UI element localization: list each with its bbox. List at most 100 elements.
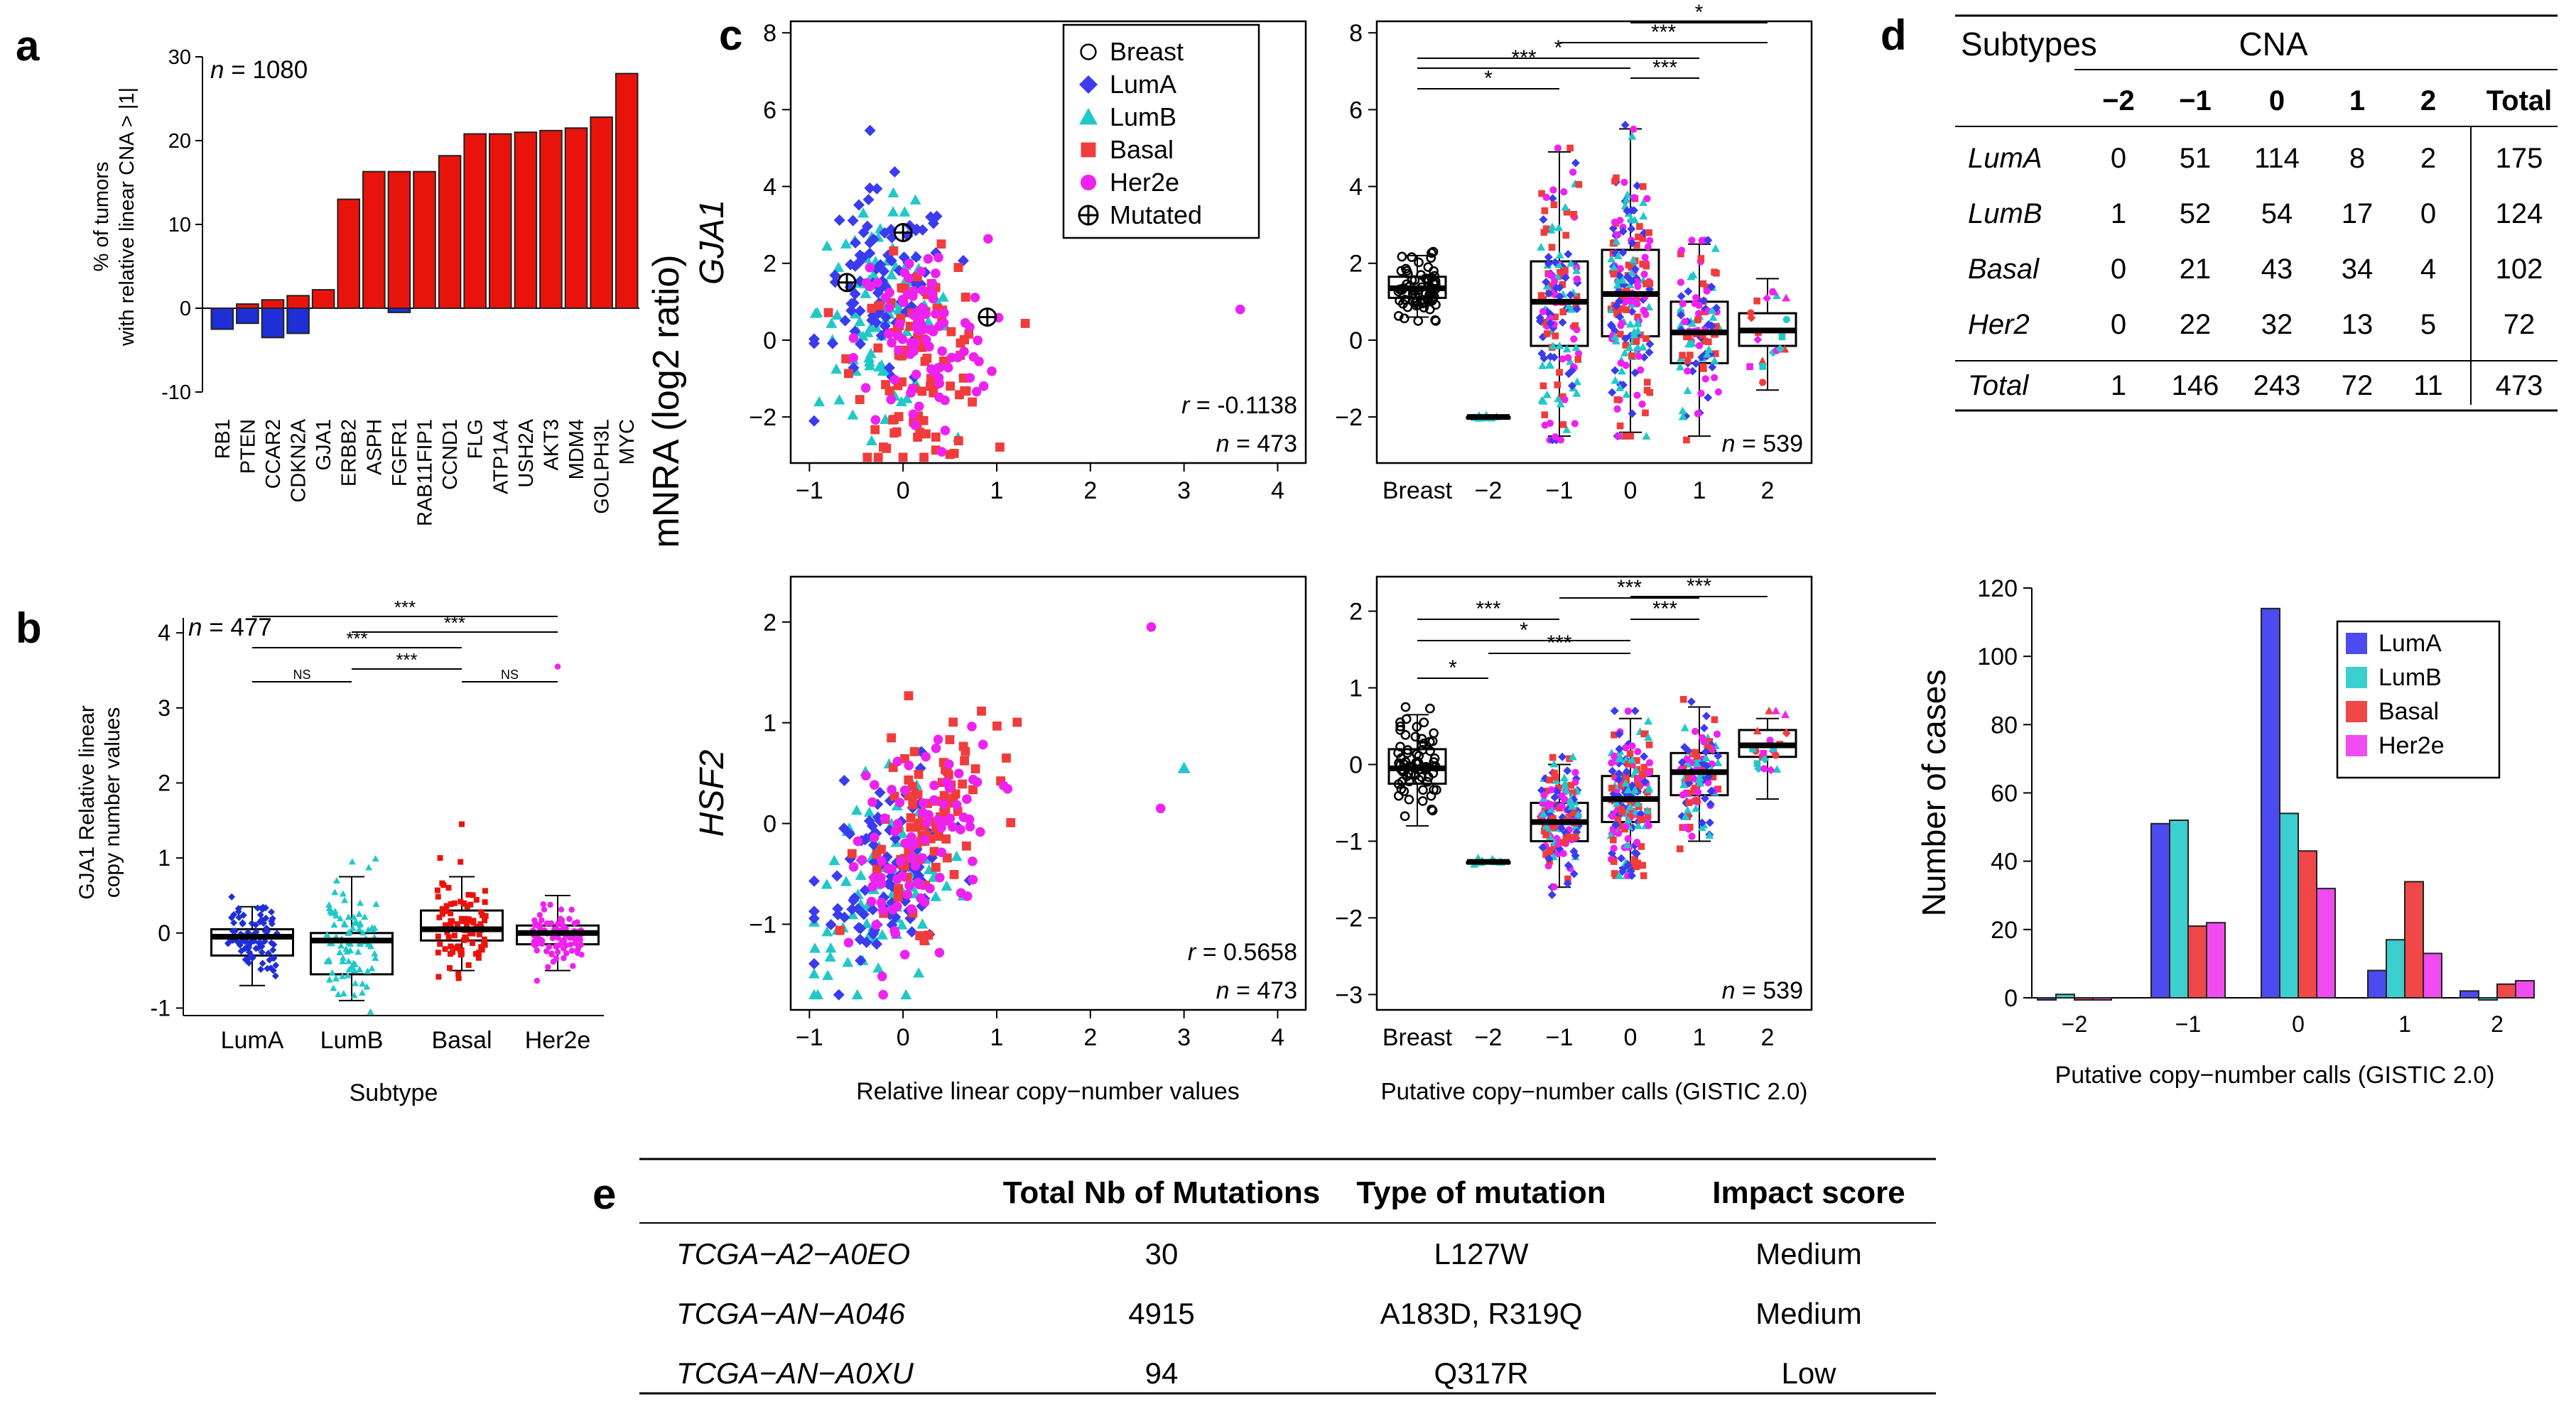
jitter-point bbox=[1633, 300, 1641, 308]
jitter-point bbox=[1630, 264, 1640, 273]
jitter-point bbox=[1712, 322, 1720, 330]
jitter-point bbox=[1633, 799, 1643, 807]
jitter-point bbox=[1544, 252, 1553, 261]
scatter-point bbox=[821, 878, 833, 889]
scatter-point bbox=[900, 989, 912, 1000]
legend: LumA LumB Basal Her2e bbox=[2336, 620, 2501, 779]
jitter-point bbox=[1564, 249, 1573, 259]
scatter-point bbox=[872, 962, 884, 973]
bar-luma bbox=[2367, 969, 2387, 999]
scatter-point bbox=[931, 862, 941, 872]
jitter-point bbox=[1699, 280, 1707, 288]
jitter-point bbox=[1773, 765, 1782, 773]
jitter-point bbox=[338, 972, 346, 979]
y-tick-label: 6 bbox=[763, 97, 776, 124]
jitter-point bbox=[1753, 727, 1762, 735]
scatter-point bbox=[843, 937, 854, 948]
jitter-point bbox=[1432, 785, 1441, 795]
jitter-point bbox=[1417, 734, 1427, 744]
scatter-point bbox=[853, 922, 865, 934]
jitter-point bbox=[1645, 229, 1652, 236]
scatter-point bbox=[929, 847, 939, 856]
scatter-point bbox=[934, 392, 944, 403]
jitter-point bbox=[1706, 738, 1714, 745]
n-value: = 473 bbox=[1230, 977, 1297, 1004]
bar-lumb bbox=[2279, 812, 2299, 999]
jitter-point bbox=[1615, 433, 1623, 440]
jitter-point bbox=[1564, 301, 1574, 310]
jitter-point bbox=[1693, 753, 1701, 760]
x-tick-label: 2 bbox=[2491, 1011, 2504, 1037]
jitter-point bbox=[1637, 366, 1645, 374]
scatter-point bbox=[987, 366, 997, 376]
scatter-point bbox=[831, 870, 843, 882]
jitter-point bbox=[1711, 244, 1720, 252]
jitter-point bbox=[1637, 816, 1644, 823]
jitter-point bbox=[1567, 366, 1576, 376]
jitter-point bbox=[1682, 790, 1689, 798]
scatter-point bbox=[900, 838, 910, 849]
table-cell: 114 bbox=[2254, 143, 2300, 174]
jitter-point bbox=[336, 949, 344, 956]
jitter-point bbox=[1632, 849, 1641, 858]
jitter-point bbox=[1399, 313, 1409, 324]
scatter-point bbox=[824, 951, 836, 962]
jitter-point bbox=[1559, 421, 1567, 428]
n-value: = 477 bbox=[202, 614, 271, 641]
jitter-point bbox=[1559, 308, 1566, 315]
scatter-point bbox=[936, 239, 946, 249]
n-annotation: n = 473 bbox=[1216, 977, 1297, 1004]
jitter-point bbox=[465, 916, 472, 923]
scatter-point bbox=[992, 721, 1002, 731]
jitter-point bbox=[1691, 727, 1699, 736]
jitter-point bbox=[239, 919, 247, 927]
jitter-point bbox=[1677, 278, 1685, 286]
jitter-point bbox=[536, 912, 543, 918]
jitter-point bbox=[447, 965, 453, 972]
x-tick-label: 0 bbox=[1624, 477, 1638, 504]
jitter-point bbox=[367, 942, 374, 950]
jitter-point bbox=[1426, 253, 1436, 263]
scatter-point bbox=[1006, 818, 1016, 827]
jitter-point bbox=[1548, 194, 1557, 203]
jitter-point bbox=[332, 912, 340, 919]
scatter-point bbox=[863, 806, 875, 817]
jitter-point bbox=[1549, 353, 1559, 362]
scatter-point bbox=[867, 233, 880, 245]
gene-label: HSF2 bbox=[693, 750, 731, 837]
legend-box bbox=[1062, 23, 1260, 239]
scatter-point bbox=[886, 394, 896, 405]
jitter-point bbox=[1692, 804, 1701, 812]
jitter-point bbox=[1615, 297, 1624, 306]
jitter-point bbox=[1610, 858, 1618, 865]
jitter-point bbox=[269, 915, 276, 923]
scatter-point bbox=[907, 383, 917, 394]
scatter-point bbox=[871, 183, 883, 195]
legend-label-breast: Breast bbox=[1110, 37, 1184, 66]
jitter-point bbox=[1625, 761, 1633, 768]
jitter-point bbox=[271, 972, 279, 980]
jitter-point bbox=[1694, 310, 1703, 317]
jitter-point bbox=[1615, 744, 1624, 754]
jitter-point bbox=[1639, 235, 1647, 242]
jitter-point bbox=[1547, 786, 1555, 794]
significance-label: * bbox=[1484, 67, 1493, 90]
jitter-point bbox=[1706, 800, 1715, 809]
table-header-cell: Total Nb of Mutations bbox=[1003, 1175, 1320, 1210]
jitter-point bbox=[458, 952, 464, 958]
jitter-point bbox=[1635, 782, 1643, 790]
jitter-point bbox=[1636, 810, 1645, 819]
scatter-point bbox=[919, 897, 930, 908]
jitter-point bbox=[1615, 271, 1624, 280]
jitter-point bbox=[453, 945, 460, 951]
jitter-point bbox=[1557, 824, 1566, 833]
jitter-point bbox=[451, 932, 458, 939]
jitter-point bbox=[1628, 239, 1637, 248]
table-cell: 5 bbox=[2420, 309, 2436, 340]
scatter-point bbox=[939, 790, 949, 800]
scatter-point bbox=[875, 359, 887, 370]
y-tick-label: 1 bbox=[158, 845, 171, 871]
scatter-point bbox=[876, 872, 886, 883]
x-tick-label: 2 bbox=[1083, 477, 1097, 504]
jitter-point bbox=[1609, 263, 1618, 271]
